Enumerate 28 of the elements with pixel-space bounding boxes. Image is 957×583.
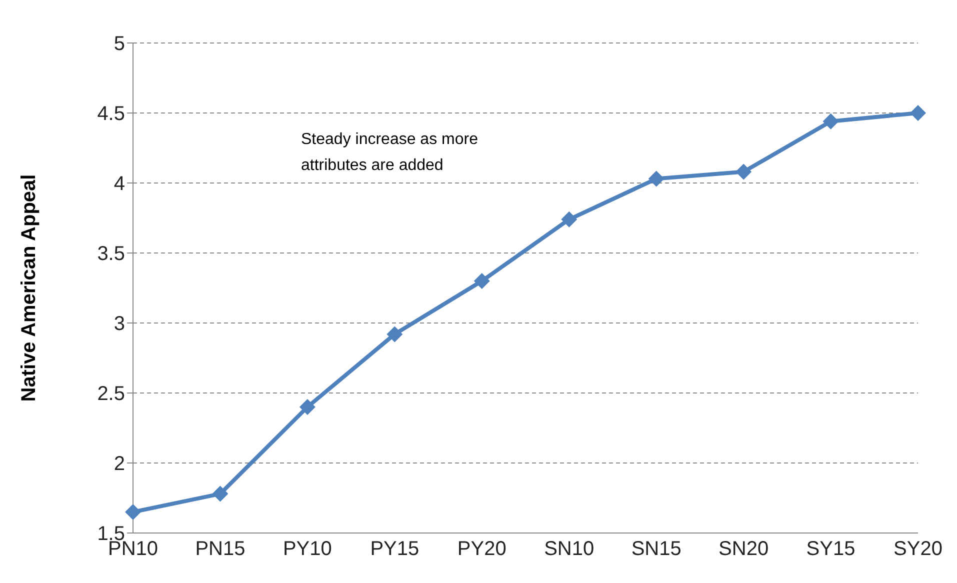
x-tick-label: SN20 (718, 538, 769, 560)
y-tick-label: 5 (114, 33, 125, 56)
point (474, 273, 490, 289)
point (212, 486, 228, 502)
y-tick-label: 2 (114, 453, 125, 476)
point (125, 504, 141, 520)
point (561, 211, 578, 228)
y-tick-label: 3 (114, 313, 125, 336)
x-tick-label: PN15 (195, 538, 246, 560)
y-tick-label: 4 (114, 173, 125, 196)
point (299, 399, 316, 415)
point (910, 105, 926, 121)
x-tick-label: SN10 (544, 538, 594, 560)
x-tick-label: PY20 (457, 538, 506, 560)
y-tick-label: 3.5 (97, 243, 125, 266)
point (648, 170, 664, 187)
point (386, 326, 403, 342)
annotation: Steady increase as more attributes are added (300, 130, 479, 176)
y-tick-label: 2.5 (97, 383, 125, 406)
x-tick-label: SY15 (806, 538, 856, 560)
point (822, 113, 839, 130)
y-axis-title: Native American Appeal (18, 174, 40, 402)
x-tick-label: PY10 (282, 538, 332, 560)
y-tick-label: 4.5 (97, 103, 125, 126)
x-tick-label: PY15 (370, 538, 420, 560)
x-tick-label: SY20 (894, 538, 942, 560)
x-tick-label: SN15 (631, 538, 682, 560)
point (736, 164, 752, 180)
